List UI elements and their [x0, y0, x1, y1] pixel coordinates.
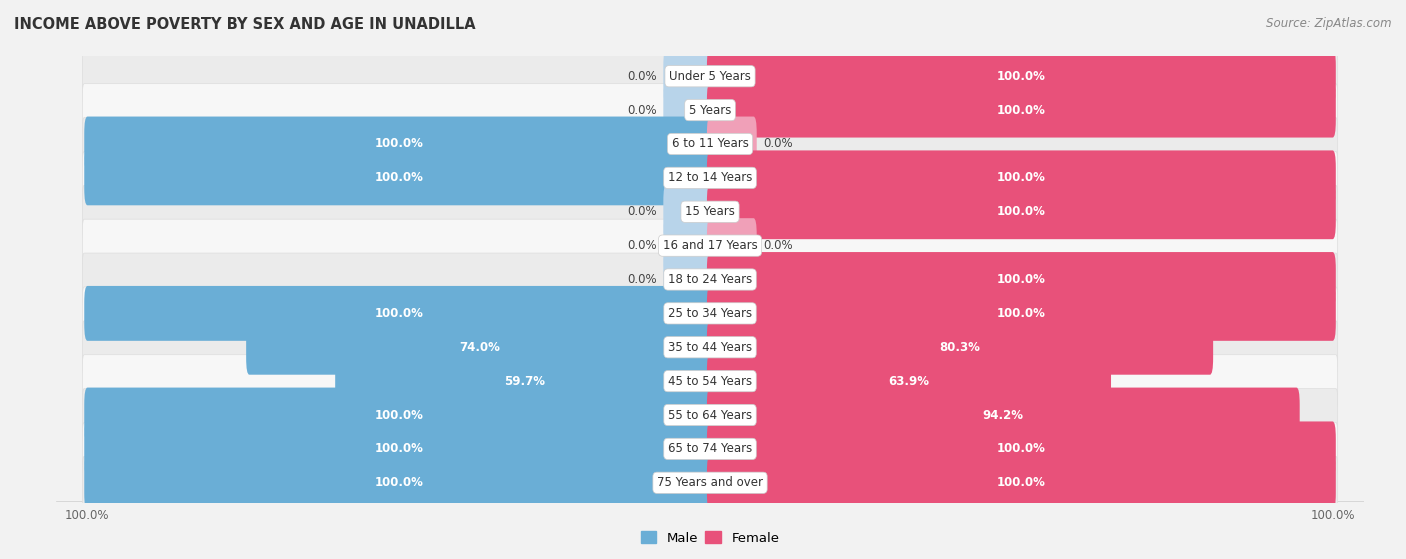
- Text: 100.0%: 100.0%: [374, 172, 423, 184]
- Text: 16 and 17 Years: 16 and 17 Years: [662, 239, 758, 252]
- Text: 74.0%: 74.0%: [460, 341, 501, 354]
- FancyBboxPatch shape: [84, 387, 713, 443]
- FancyBboxPatch shape: [83, 456, 1337, 509]
- Text: 100.0%: 100.0%: [997, 442, 1046, 456]
- Text: 12 to 14 Years: 12 to 14 Years: [668, 172, 752, 184]
- FancyBboxPatch shape: [83, 50, 1337, 103]
- FancyBboxPatch shape: [707, 387, 1299, 443]
- Text: 0.0%: 0.0%: [627, 273, 657, 286]
- Text: Under 5 Years: Under 5 Years: [669, 70, 751, 83]
- FancyBboxPatch shape: [707, 49, 1336, 103]
- Text: 100.0%: 100.0%: [997, 476, 1046, 489]
- Text: 0.0%: 0.0%: [763, 138, 793, 150]
- Text: 65 to 74 Years: 65 to 74 Years: [668, 442, 752, 456]
- Text: 5 Years: 5 Years: [689, 103, 731, 117]
- FancyBboxPatch shape: [707, 456, 1336, 510]
- Text: 100.0%: 100.0%: [374, 307, 423, 320]
- FancyBboxPatch shape: [707, 252, 1336, 307]
- FancyBboxPatch shape: [707, 421, 1336, 476]
- FancyBboxPatch shape: [664, 218, 713, 273]
- FancyBboxPatch shape: [707, 286, 1336, 341]
- FancyBboxPatch shape: [83, 84, 1337, 136]
- FancyBboxPatch shape: [83, 321, 1337, 373]
- FancyBboxPatch shape: [707, 354, 1111, 409]
- Text: Source: ZipAtlas.com: Source: ZipAtlas.com: [1267, 17, 1392, 30]
- FancyBboxPatch shape: [83, 287, 1337, 340]
- FancyBboxPatch shape: [83, 253, 1337, 306]
- Text: 25 to 34 Years: 25 to 34 Years: [668, 307, 752, 320]
- Text: 0.0%: 0.0%: [627, 205, 657, 218]
- Text: INCOME ABOVE POVERTY BY SEX AND AGE IN UNADILLA: INCOME ABOVE POVERTY BY SEX AND AGE IN U…: [14, 17, 475, 32]
- FancyBboxPatch shape: [84, 421, 713, 476]
- FancyBboxPatch shape: [707, 184, 1336, 239]
- Text: 100.0%: 100.0%: [997, 205, 1046, 218]
- Text: 100.0%: 100.0%: [997, 103, 1046, 117]
- FancyBboxPatch shape: [707, 218, 756, 273]
- Text: 15 Years: 15 Years: [685, 205, 735, 218]
- Text: 100.0%: 100.0%: [374, 409, 423, 421]
- Text: 100.0%: 100.0%: [374, 442, 423, 456]
- FancyBboxPatch shape: [83, 219, 1337, 272]
- FancyBboxPatch shape: [83, 117, 1337, 170]
- Text: 45 to 54 Years: 45 to 54 Years: [668, 375, 752, 387]
- Text: 75 Years and over: 75 Years and over: [657, 476, 763, 489]
- FancyBboxPatch shape: [84, 456, 713, 510]
- FancyBboxPatch shape: [707, 116, 756, 172]
- Text: 35 to 44 Years: 35 to 44 Years: [668, 341, 752, 354]
- Text: 100.0%: 100.0%: [997, 70, 1046, 83]
- FancyBboxPatch shape: [84, 116, 713, 172]
- Text: 80.3%: 80.3%: [939, 341, 980, 354]
- Text: 100.0%: 100.0%: [374, 476, 423, 489]
- FancyBboxPatch shape: [83, 423, 1337, 475]
- Text: 100.0%: 100.0%: [374, 138, 423, 150]
- FancyBboxPatch shape: [707, 83, 1336, 138]
- Text: 18 to 24 Years: 18 to 24 Years: [668, 273, 752, 286]
- FancyBboxPatch shape: [707, 150, 1336, 205]
- FancyBboxPatch shape: [83, 186, 1337, 238]
- FancyBboxPatch shape: [83, 151, 1337, 204]
- Text: 100.0%: 100.0%: [997, 172, 1046, 184]
- Text: 0.0%: 0.0%: [627, 70, 657, 83]
- Text: 59.7%: 59.7%: [503, 375, 544, 387]
- FancyBboxPatch shape: [83, 355, 1337, 408]
- FancyBboxPatch shape: [664, 83, 713, 138]
- Text: 55 to 64 Years: 55 to 64 Years: [668, 409, 752, 421]
- FancyBboxPatch shape: [83, 389, 1337, 442]
- Text: 0.0%: 0.0%: [763, 239, 793, 252]
- Text: 94.2%: 94.2%: [983, 409, 1024, 421]
- FancyBboxPatch shape: [707, 320, 1213, 375]
- FancyBboxPatch shape: [664, 252, 713, 307]
- FancyBboxPatch shape: [84, 286, 713, 341]
- FancyBboxPatch shape: [246, 320, 713, 375]
- Legend: Male, Female: Male, Female: [636, 526, 785, 550]
- Text: 0.0%: 0.0%: [627, 239, 657, 252]
- Text: 0.0%: 0.0%: [627, 103, 657, 117]
- Text: 100.0%: 100.0%: [997, 307, 1046, 320]
- Text: 100.0%: 100.0%: [997, 273, 1046, 286]
- FancyBboxPatch shape: [664, 184, 713, 239]
- FancyBboxPatch shape: [335, 354, 713, 409]
- Text: 6 to 11 Years: 6 to 11 Years: [672, 138, 748, 150]
- FancyBboxPatch shape: [84, 150, 713, 205]
- Text: 63.9%: 63.9%: [889, 375, 929, 387]
- FancyBboxPatch shape: [664, 49, 713, 103]
